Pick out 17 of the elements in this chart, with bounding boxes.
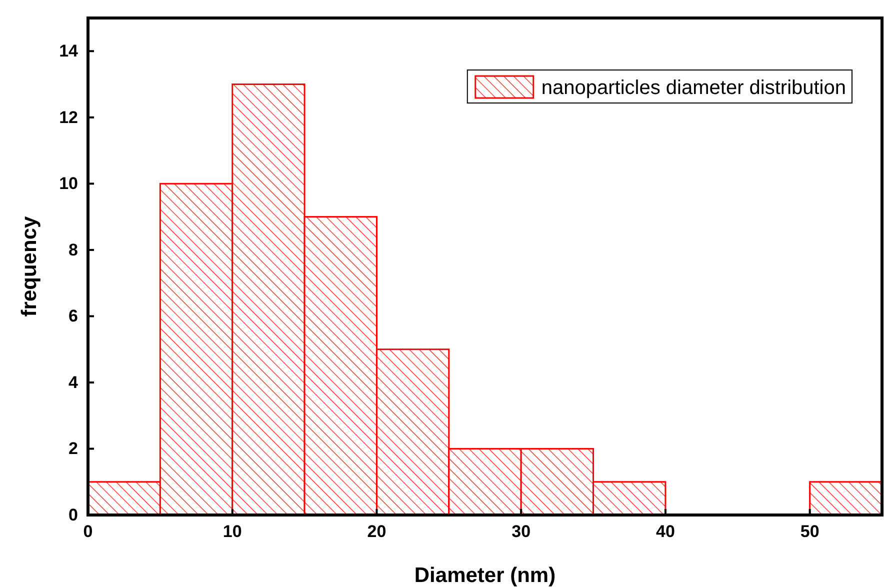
y-tick-label: 10	[59, 174, 78, 194]
y-tick-label: 8	[68, 240, 78, 260]
legend-label: nanoparticles diameter distribution	[541, 77, 846, 99]
x-tick-label: 0	[83, 522, 93, 542]
x-axis-title: Diameter (nm)	[414, 564, 556, 587]
y-tick-label: 4	[68, 372, 79, 392]
x-tick-label: 20	[367, 522, 386, 542]
x-tick-label: 50	[800, 522, 820, 542]
y-tick-label: 0	[68, 505, 78, 524]
y-tick-label: 2	[68, 439, 78, 458]
y-tick-label: 6	[68, 306, 78, 326]
x-tick-label: 40	[656, 522, 675, 542]
y-axis-title: frequency	[18, 216, 41, 317]
x-tick-label: 10	[222, 522, 242, 542]
y-tick-label: 12	[59, 108, 78, 127]
y-tick-label: 14	[59, 42, 79, 61]
x-tick-label: 30	[512, 522, 531, 542]
